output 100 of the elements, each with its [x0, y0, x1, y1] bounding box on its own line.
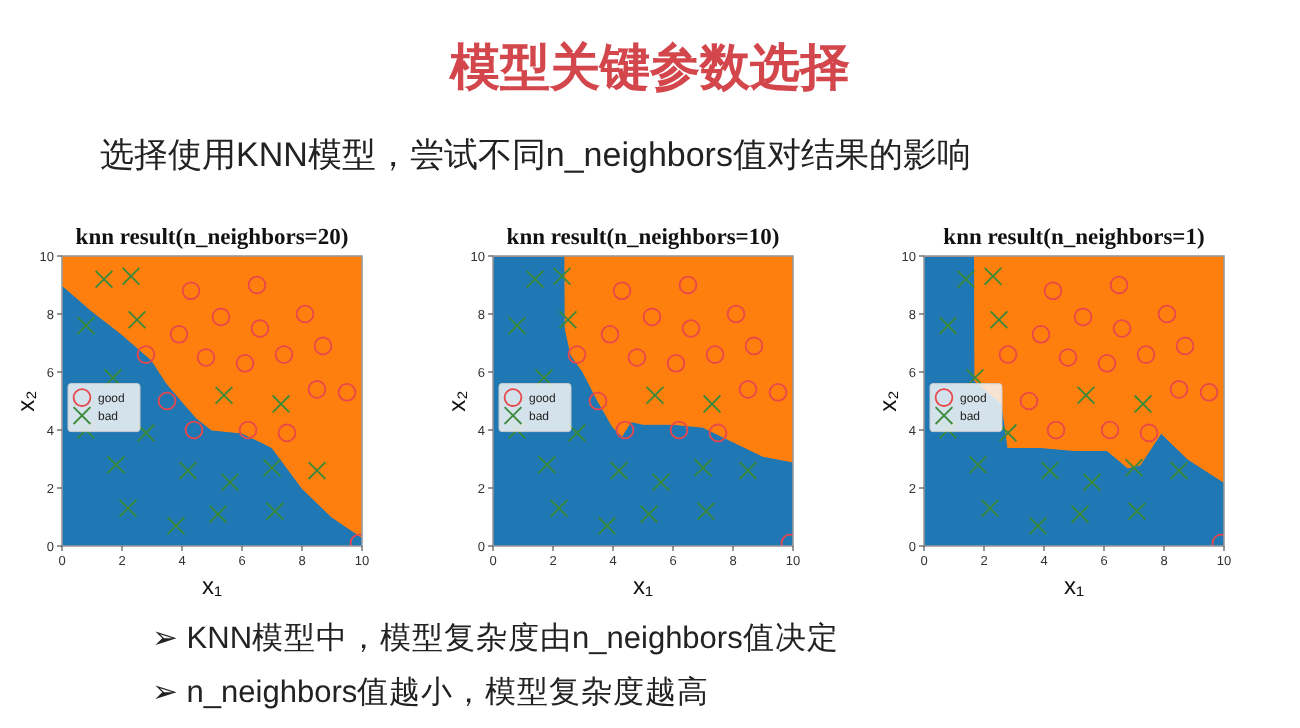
point: [507, 316, 527, 335]
point: [94, 269, 114, 289]
point: [651, 472, 671, 492]
point: [669, 420, 689, 440]
point: [558, 310, 578, 330]
point: [1133, 394, 1153, 414]
point: [1076, 385, 1096, 405]
point: [250, 319, 270, 338]
point: [295, 304, 315, 324]
point: [271, 394, 291, 414]
point: [337, 383, 357, 402]
point: [726, 304, 746, 324]
point: [678, 275, 698, 295]
y-axis-title: x₂: [12, 389, 40, 412]
point: [1073, 307, 1093, 327]
point: [768, 383, 788, 402]
point: [184, 420, 204, 440]
point: [1136, 345, 1156, 364]
y-axis-title: x₂: [874, 389, 902, 412]
point: [537, 455, 557, 475]
point: [1028, 516, 1048, 535]
point: [989, 310, 1009, 330]
point: [1169, 380, 1189, 399]
point: [645, 385, 665, 405]
point: [609, 461, 629, 480]
y-axis-title: x₂: [443, 389, 471, 412]
point: [612, 281, 632, 301]
point: [1058, 348, 1078, 367]
point: [1070, 504, 1090, 524]
point: [1112, 319, 1132, 338]
point: [1043, 281, 1063, 301]
point: [549, 499, 569, 518]
point: [196, 348, 216, 367]
point: [247, 275, 267, 295]
point: [265, 501, 285, 521]
point: [693, 458, 713, 477]
point: [1100, 420, 1120, 440]
point: [211, 307, 231, 327]
point: [1124, 458, 1144, 477]
point: [313, 336, 333, 356]
point: [597, 516, 617, 535]
point: [552, 267, 572, 286]
text: 模型关键参数选择: [448, 40, 850, 96]
x-axis-title: x₁: [1063, 572, 1085, 600]
point: [567, 345, 587, 364]
point: [681, 319, 701, 338]
point: [525, 269, 545, 289]
point: [136, 345, 156, 364]
point: [1109, 275, 1129, 295]
point: [166, 516, 186, 535]
point: [214, 385, 234, 405]
point: [76, 316, 96, 335]
point: [307, 380, 327, 399]
point: [220, 472, 240, 492]
text: ➢ n_neighbors值越小，模型复杂度越高: [152, 674, 710, 710]
chart-title: knn result(n_neighbors=20): [75, 226, 349, 250]
point: [1046, 420, 1066, 440]
point: [118, 499, 138, 518]
point: [1169, 461, 1189, 480]
point: [1199, 383, 1219, 402]
point: [696, 501, 716, 521]
point: [983, 267, 1003, 286]
point: [666, 354, 686, 373]
x-axis-title: x₁: [201, 572, 223, 600]
point: [121, 267, 141, 286]
point: [127, 310, 147, 330]
point: [136, 423, 156, 443]
point: [1175, 336, 1195, 356]
point: [702, 394, 722, 414]
point: [178, 461, 198, 480]
point: [615, 420, 635, 440]
point: [1040, 461, 1060, 480]
point: [627, 348, 647, 367]
point: [238, 420, 258, 440]
chart-title: knn result(n_neighbors=1): [943, 226, 1205, 250]
point: [980, 499, 1000, 518]
point: [307, 461, 327, 480]
point: [642, 307, 662, 327]
text: ➢ KNN模型中，模型复杂度由n_neighbors值决定: [152, 620, 839, 656]
point: [157, 391, 177, 411]
point: [1031, 325, 1051, 344]
point: [1019, 391, 1039, 411]
point: [639, 504, 659, 524]
text: 选择使用KNN模型，尝试不同n_neighbors值对结果的影响: [100, 136, 971, 174]
point: [1139, 423, 1159, 443]
chart-title: knn result(n_neighbors=10): [506, 226, 780, 250]
point: [106, 455, 126, 475]
point: [738, 461, 758, 480]
point: [274, 345, 294, 364]
x-axis-title: x₁: [632, 572, 654, 600]
point: [1082, 472, 1102, 492]
point: [1127, 501, 1147, 521]
point: [277, 423, 297, 443]
point: [956, 269, 976, 289]
point: [262, 458, 282, 477]
point: [600, 325, 620, 344]
point: [588, 391, 608, 411]
point: [567, 423, 587, 443]
point: [738, 380, 758, 399]
point: [235, 354, 255, 373]
